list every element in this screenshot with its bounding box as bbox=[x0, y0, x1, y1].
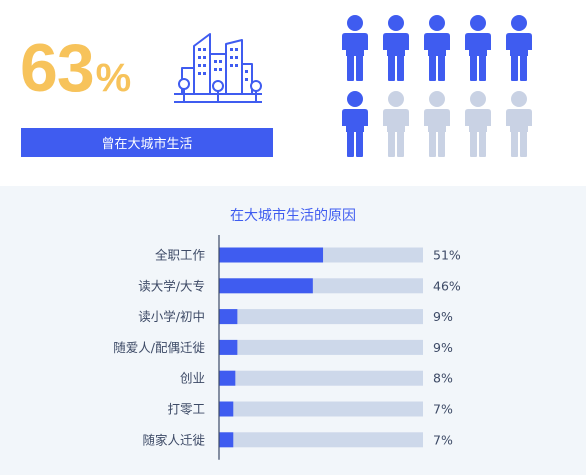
person-icon bbox=[383, 91, 409, 157]
person-icon bbox=[506, 91, 532, 157]
bar bbox=[219, 309, 238, 325]
category-label: 随家人迁徙 bbox=[142, 432, 205, 447]
value-label: 51% bbox=[433, 248, 461, 263]
bar-track bbox=[219, 432, 423, 448]
bar bbox=[219, 247, 324, 263]
person-icon bbox=[424, 15, 450, 81]
person-icon bbox=[342, 15, 368, 81]
bar-track bbox=[219, 309, 423, 325]
value-label: 9% bbox=[433, 309, 453, 324]
value-label: 46% bbox=[433, 278, 461, 293]
category-label: 随爱人/配偶迁徙 bbox=[113, 340, 205, 355]
bar bbox=[219, 370, 236, 386]
stat-caption: 曾在大城市生活 bbox=[21, 128, 273, 157]
person-icon bbox=[383, 15, 409, 81]
stat-value: 63 bbox=[20, 30, 95, 106]
chart-title: 在大城市生活的原因 bbox=[230, 207, 356, 224]
person-icon bbox=[506, 15, 532, 81]
value-label: 7% bbox=[433, 432, 453, 447]
person-icon bbox=[465, 91, 491, 157]
category-label: 读小学/初中 bbox=[138, 309, 205, 324]
people-pictogram bbox=[342, 15, 532, 157]
person-icon bbox=[424, 91, 450, 157]
category-label: 创业 bbox=[180, 371, 205, 386]
value-label: 7% bbox=[433, 402, 453, 417]
bar-track bbox=[219, 401, 423, 417]
chart-panel: 在大城市生活的原因全职工作 51% 读大学/大专 46% 读小学/初中 9% 随爱人/配偶迁… bbox=[0, 186, 586, 475]
bar bbox=[219, 432, 234, 448]
city-buildings-icon bbox=[174, 33, 262, 103]
value-label: 8% bbox=[433, 371, 453, 386]
bar-track bbox=[219, 370, 423, 386]
person-icon bbox=[342, 91, 368, 157]
category-label: 读大学/大专 bbox=[138, 278, 205, 293]
stat-unit: % bbox=[95, 56, 132, 100]
bar bbox=[219, 401, 234, 417]
bar-track bbox=[219, 339, 423, 355]
value-label: 9% bbox=[433, 340, 453, 355]
category-label: 打零工 bbox=[167, 402, 205, 417]
summary-panel: 63% 曾在大城市生活 bbox=[0, 0, 586, 185]
bar bbox=[219, 278, 313, 294]
stat-percentage: 63% bbox=[20, 34, 131, 102]
bar bbox=[219, 339, 238, 355]
person-icon bbox=[465, 15, 491, 81]
category-label: 全职工作 bbox=[155, 248, 206, 263]
